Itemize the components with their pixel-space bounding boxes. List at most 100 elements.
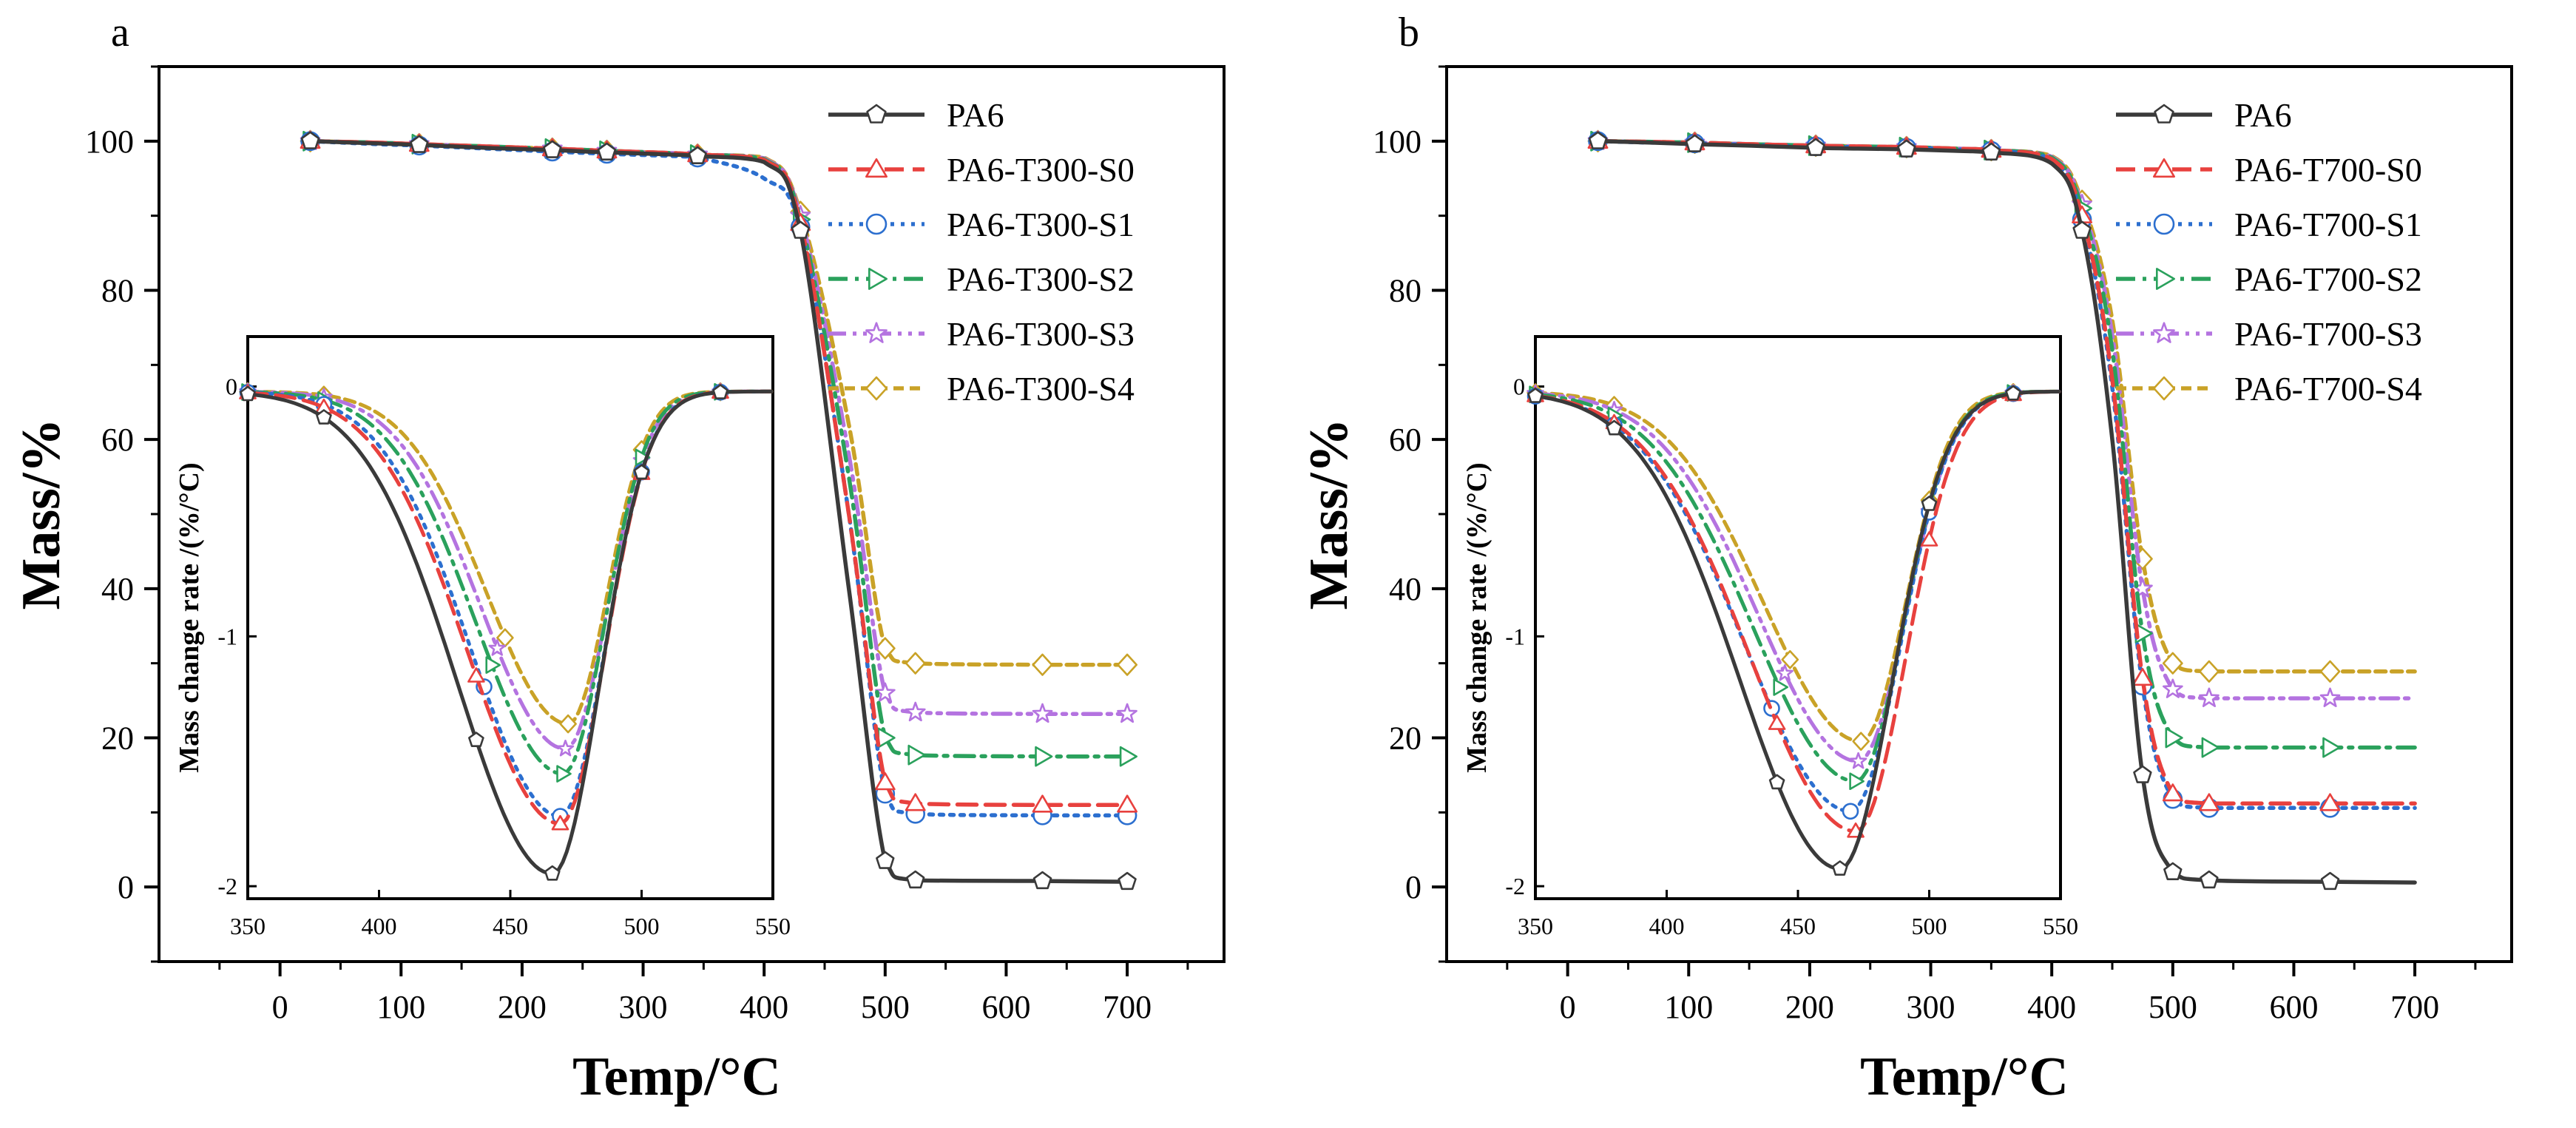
y-tick-label: 100 <box>1373 124 1421 160</box>
pentagon-marker <box>1806 138 1825 156</box>
y-axis-label: Mass/% <box>11 419 72 610</box>
legend-label: PA6-T300-S0 <box>947 151 1135 189</box>
inset-x-tick-label: 450 <box>493 913 528 939</box>
inset-series-line <box>1533 389 2061 871</box>
triangle-marker <box>865 158 888 178</box>
star-marker <box>1117 703 1137 723</box>
pentagon-marker <box>2320 871 2340 891</box>
pentagon-marker <box>1768 774 1785 790</box>
y-tick-label: 0 <box>118 869 134 905</box>
diamond-marker <box>905 652 926 675</box>
triangle-right-marker <box>877 727 896 749</box>
diamond-marker <box>865 376 888 401</box>
pentagon-marker <box>2154 104 2174 124</box>
diamond-marker <box>1117 653 1137 676</box>
inset-y-tick-label: -1 <box>217 623 237 649</box>
y-tick-label: 100 <box>85 124 134 160</box>
y-tick-label: 40 <box>101 571 134 607</box>
x-tick-label: 0 <box>1560 989 1576 1025</box>
legend-entry: PA6-T700-S2 <box>2116 260 2422 298</box>
x-tick-label: 500 <box>2149 989 2197 1025</box>
x-tick-label: 100 <box>1664 989 1713 1025</box>
pentagon-marker <box>1527 388 1544 403</box>
legend-entry: PA6-T300-S2 <box>828 260 1135 298</box>
star-marker <box>1776 664 1794 681</box>
pentagon-marker <box>688 146 707 164</box>
inset-x-tick-label: 400 <box>1649 913 1685 939</box>
star-marker <box>1849 752 1867 769</box>
inset-y-tick-label: -2 <box>217 873 237 899</box>
triangle-marker <box>2153 158 2175 178</box>
y-tick-label: 0 <box>1405 869 1421 905</box>
triangle-right-marker <box>1849 772 1865 790</box>
triangle-marker <box>905 793 926 811</box>
diamond-marker <box>559 714 577 734</box>
pentagon-marker <box>866 104 887 124</box>
inset-series-line <box>1533 389 2061 743</box>
pentagon-marker <box>1032 871 1052 890</box>
x-tick-label: 300 <box>1907 989 1955 1025</box>
triangle-marker <box>2132 667 2153 686</box>
series-group <box>300 129 1137 891</box>
triangle-marker <box>2162 783 2183 802</box>
legend-entry: PA6 <box>828 96 1004 134</box>
x-tick-label: 500 <box>861 989 910 1025</box>
circle-marker <box>2153 213 2175 235</box>
triangle-right-marker <box>868 268 888 290</box>
series-pa6 <box>300 131 1137 891</box>
x-tick-label: 0 <box>272 989 288 1025</box>
pentagon-marker <box>544 865 561 881</box>
triangle-right-marker <box>635 448 651 467</box>
series-line <box>1595 139 2417 885</box>
y-tick-label: 60 <box>1389 422 1421 458</box>
x-tick-label: 400 <box>2027 989 2076 1025</box>
triangle-right-marker <box>1773 678 1788 696</box>
star-marker <box>2163 678 2183 698</box>
x-tick-label: 600 <box>2269 989 2318 1025</box>
legend-entry: PA6-T300-S1 <box>828 206 1135 243</box>
inset-y-tick-label: -2 <box>1505 873 1525 899</box>
circle-marker <box>1842 803 1859 820</box>
diamond-marker <box>2199 660 2220 683</box>
panel-label: b <box>1399 10 1419 55</box>
diamond-marker <box>2153 376 2175 401</box>
panel-label: a <box>111 10 129 55</box>
inset-chart: 350 400 450 500 550 0 -1 -2 Mass change rate /(%… <box>1461 335 2078 939</box>
legend-entry: PA6-T700-S1 <box>2116 206 2422 243</box>
x-tick-label: 200 <box>498 989 547 1025</box>
inset-x-tick-label: 400 <box>362 913 397 939</box>
triangle-right-marker <box>556 765 572 783</box>
triangle-marker <box>551 814 569 831</box>
triangle-marker <box>467 667 485 683</box>
series-pa6 <box>1588 131 2417 891</box>
pentagon-marker <box>876 851 895 869</box>
inset-y-tick-label: -1 <box>1505 623 1525 649</box>
inset-series-line <box>1533 390 2061 834</box>
triangle-right-marker <box>2156 268 2175 290</box>
x-tick-label: 400 <box>740 989 788 1025</box>
pentagon-marker <box>906 870 925 889</box>
legend-entry: PA6-T300-S3 <box>828 315 1135 353</box>
legend-label: PA6-T300-S2 <box>947 260 1135 298</box>
star-marker <box>905 701 926 722</box>
chart-b: b 0 100 200 300 400 500 600 700 0 20 40 60 80 100 Temp/… <box>1299 10 2513 1107</box>
inset-x-tick-label: 550 <box>2043 913 2078 939</box>
triangle-right-marker <box>1035 746 1053 767</box>
inset-series-pa6 <box>1527 385 2061 876</box>
triangle-marker <box>2199 793 2220 811</box>
triangle-marker <box>1032 794 1053 813</box>
legend-entry: PA6-T300-S0 <box>828 151 1135 189</box>
triangle-right-marker <box>2322 737 2341 758</box>
legend: PA6 PA6-T300-S0 PA6-T300-S1 PA6-T300-S2 PA6-… <box>828 96 1135 408</box>
pentagon-marker <box>1981 142 2001 161</box>
series-group <box>1587 129 2417 891</box>
x-tick-label: 600 <box>981 989 1030 1025</box>
y-tick-label: 20 <box>1389 720 1421 757</box>
legend-label: PA6-T300-S3 <box>947 315 1135 353</box>
legend-label: PA6 <box>2234 96 2292 134</box>
triangle-marker <box>1768 715 1786 730</box>
inset-y-tick-label: 0 <box>1513 374 1525 400</box>
inset-series-line <box>246 389 774 776</box>
legend-label: PA6-T700-S0 <box>2234 151 2422 189</box>
y-tick-label: 20 <box>101 720 134 757</box>
